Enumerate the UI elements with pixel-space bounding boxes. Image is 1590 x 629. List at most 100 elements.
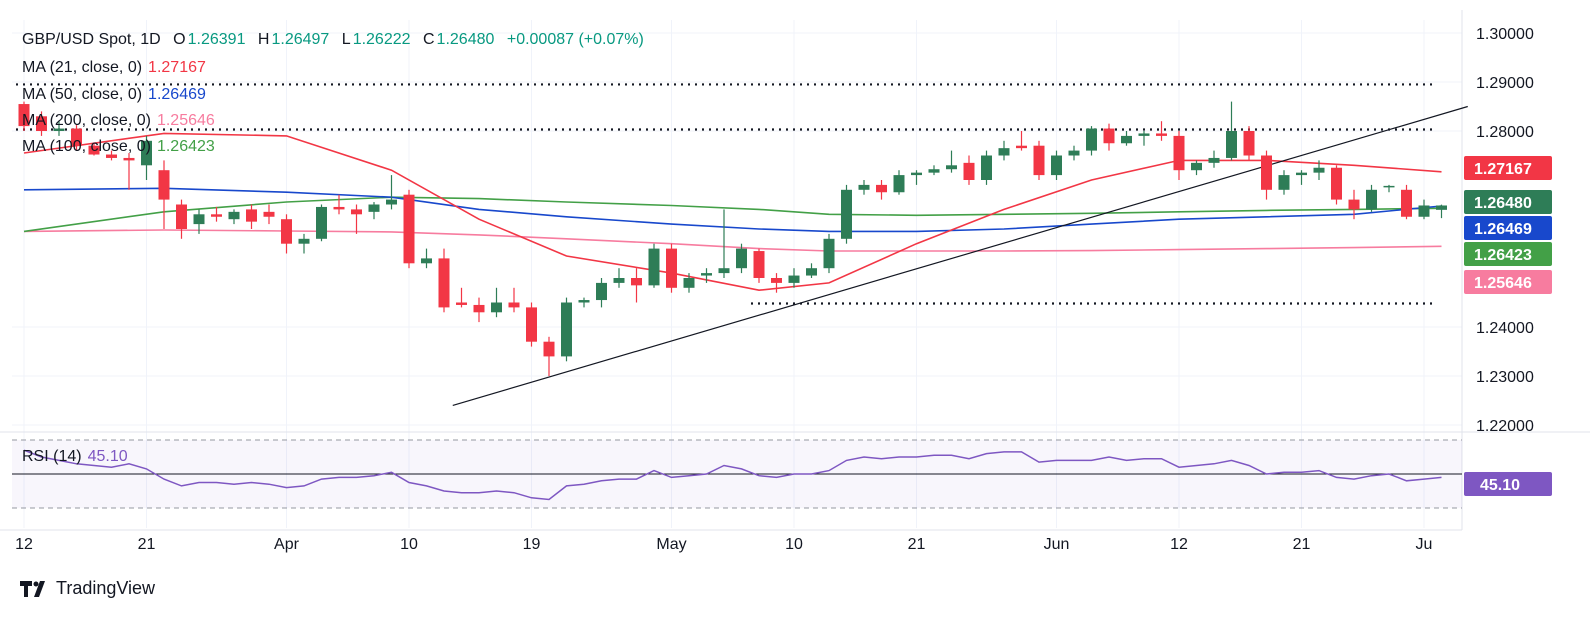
legend-ma200[interactable]: MA (200, close, 0) 1.25646 bbox=[22, 111, 215, 131]
candle bbox=[228, 209, 240, 225]
candle-body bbox=[718, 268, 730, 274]
candle-body bbox=[508, 302, 520, 308]
candle bbox=[911, 170, 922, 185]
time-tick-label: May bbox=[656, 536, 686, 553]
time-tick-label: Apr bbox=[274, 536, 300, 553]
rsi-label: RSI (14) bbox=[22, 448, 82, 465]
candle bbox=[1296, 170, 1307, 185]
candle-body bbox=[526, 307, 537, 342]
candle-body bbox=[368, 204, 380, 212]
symbol-title: GBP/USD Spot, 1D bbox=[22, 31, 161, 48]
legend-ma100[interactable]: MA (100, close, 0) 1.26423 bbox=[22, 137, 215, 157]
candle-body bbox=[981, 155, 992, 180]
price-badge-label: 1.26480 bbox=[1474, 195, 1532, 212]
price-badge bbox=[1464, 242, 1552, 266]
rsi-legend[interactable]: RSI (14) 45.10 bbox=[22, 447, 128, 467]
candle-body bbox=[893, 175, 905, 193]
candle bbox=[333, 194, 345, 215]
candle-body bbox=[788, 275, 800, 283]
candle bbox=[526, 302, 537, 347]
tradingview-logo[interactable]: TradingView bbox=[20, 578, 155, 599]
price-tick-label: 1.24000 bbox=[1476, 320, 1534, 337]
low-label: L bbox=[341, 31, 351, 48]
candle-body bbox=[281, 219, 292, 244]
candle-body bbox=[1191, 162, 1202, 171]
candle bbox=[1243, 126, 1255, 161]
candle bbox=[1068, 145, 1080, 161]
time-tick-label: 10 bbox=[785, 536, 803, 553]
time-tick-label: 12 bbox=[1170, 536, 1188, 553]
candle-body bbox=[53, 128, 65, 131]
ma21-value: 1.27167 bbox=[148, 59, 206, 76]
candle bbox=[561, 297, 572, 362]
candle bbox=[88, 143, 100, 156]
candle-body bbox=[211, 214, 222, 217]
candle-body bbox=[998, 148, 1010, 156]
candle bbox=[403, 189, 415, 269]
candle-body bbox=[158, 170, 170, 200]
candle-body bbox=[1278, 175, 1290, 190]
candle-body bbox=[438, 258, 450, 308]
candle bbox=[176, 199, 187, 239]
candle-body bbox=[71, 128, 82, 146]
open-value: 1.26391 bbox=[187, 31, 246, 48]
candle-body bbox=[18, 104, 30, 127]
candle bbox=[368, 202, 380, 220]
candle bbox=[158, 160, 170, 229]
rsi-line bbox=[23, 449, 1442, 501]
candle bbox=[1086, 126, 1097, 156]
candle bbox=[841, 184, 852, 244]
candle bbox=[71, 125, 82, 151]
candle bbox=[648, 243, 660, 288]
legend-ma50[interactable]: MA (50, close, 0) 1.26469 bbox=[22, 85, 206, 105]
candle bbox=[263, 204, 275, 225]
candle bbox=[351, 204, 362, 234]
candle bbox=[1278, 170, 1290, 195]
candle-body bbox=[736, 248, 747, 269]
candle-body bbox=[771, 278, 782, 283]
candle-body bbox=[1383, 185, 1395, 188]
open-label: O bbox=[173, 31, 186, 48]
candle-body bbox=[1348, 199, 1360, 210]
candle bbox=[491, 287, 502, 318]
time-tick-label: Ju bbox=[1416, 536, 1433, 553]
candle-body bbox=[1226, 131, 1237, 158]
candle-body bbox=[1103, 128, 1115, 144]
candle-body bbox=[578, 300, 590, 303]
ohlc-legend: GBP/USD Spot, 1D O 1.26391 H 1.26497 L 1.26… bbox=[22, 30, 646, 50]
candle bbox=[963, 155, 975, 185]
candle-body bbox=[543, 341, 555, 357]
price-badge bbox=[1464, 270, 1552, 294]
candle bbox=[1208, 150, 1220, 168]
candle-body bbox=[1173, 135, 1185, 171]
candle-body bbox=[351, 209, 362, 215]
price-badge-label: 1.25646 bbox=[1474, 275, 1532, 292]
candle bbox=[1366, 184, 1377, 212]
close-value: 1.26480 bbox=[436, 31, 495, 48]
candle bbox=[298, 233, 310, 254]
candle-body bbox=[911, 172, 922, 176]
price-tick-label: 1.22000 bbox=[1476, 418, 1534, 435]
rsi-value: 45.10 bbox=[87, 448, 128, 465]
candle-body bbox=[858, 184, 870, 190]
candle-body bbox=[1033, 145, 1045, 176]
candle bbox=[631, 268, 642, 303]
ma50-label: MA (50, close, 0) bbox=[22, 86, 143, 103]
candle-body bbox=[1296, 172, 1307, 176]
candle-body bbox=[928, 169, 940, 173]
candle bbox=[456, 287, 467, 308]
candle bbox=[36, 111, 47, 136]
candle-body bbox=[876, 184, 887, 193]
candle bbox=[246, 204, 257, 229]
candle-body bbox=[298, 238, 310, 244]
candle-body bbox=[596, 282, 607, 301]
candle-body bbox=[263, 211, 275, 217]
candle bbox=[1156, 121, 1167, 141]
candle bbox=[788, 268, 800, 288]
legend-ma21[interactable]: MA (21, close, 0) 1.27167 bbox=[22, 58, 206, 78]
candle bbox=[753, 248, 765, 283]
candle-body bbox=[176, 204, 187, 229]
candle-body bbox=[1261, 155, 1272, 190]
